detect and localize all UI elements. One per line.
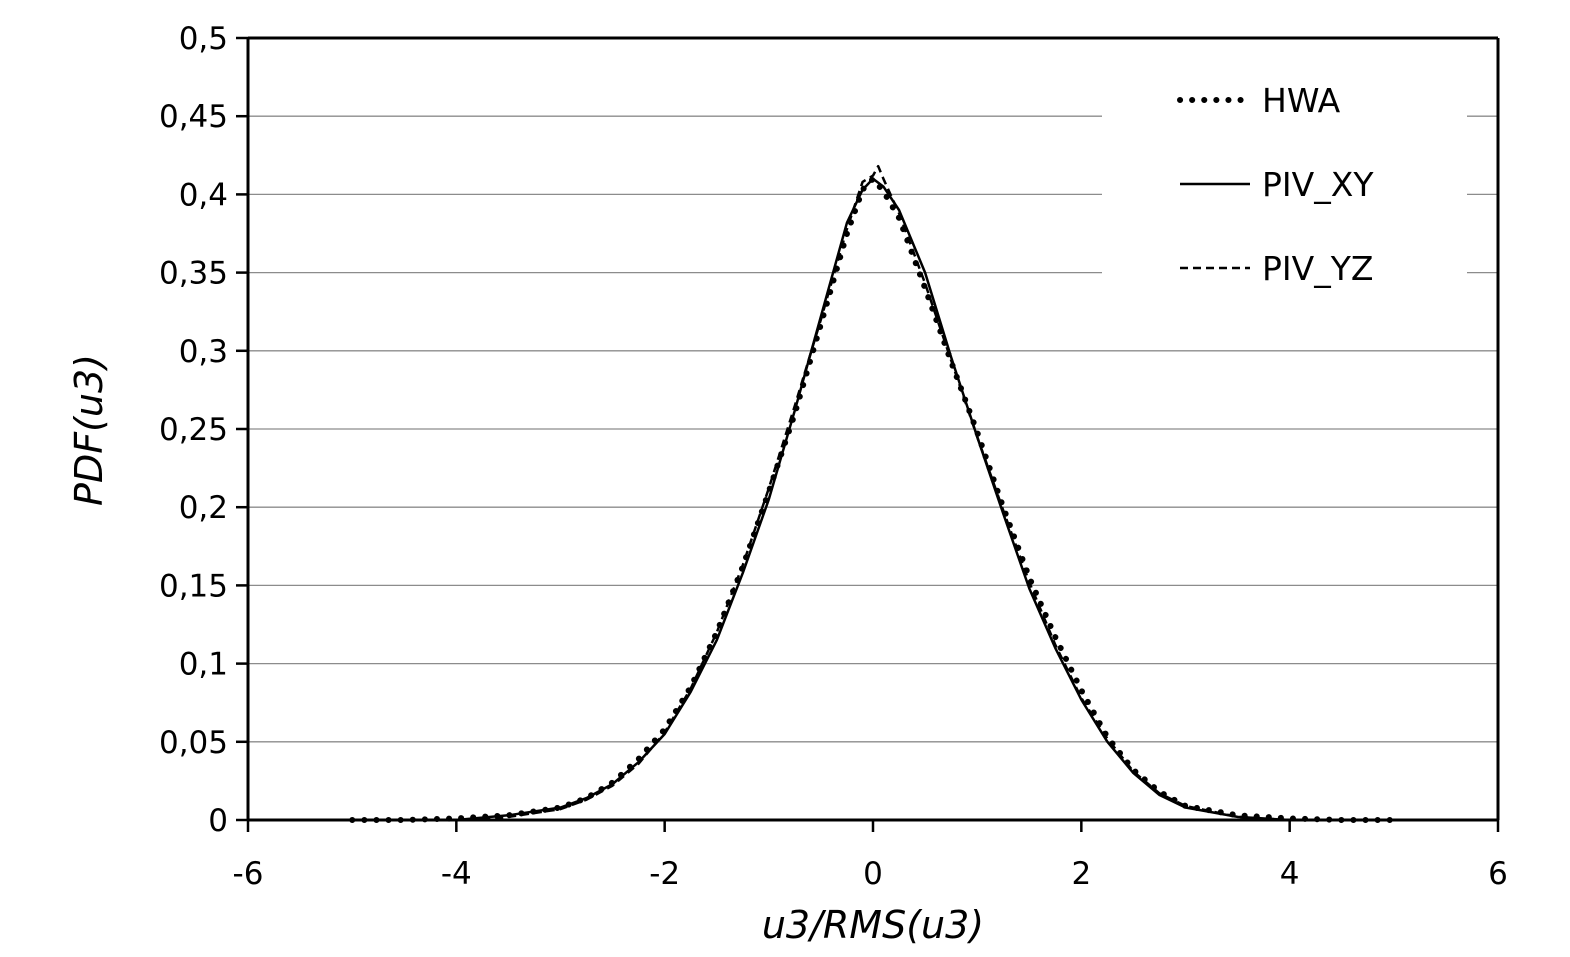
- y-axis-ticks: 0 0,05 0,1 0,15 0,2 0,25 0,3 0,35 0,4 0,45 0,5: [159, 21, 248, 839]
- y-tick-label: 0,2: [179, 490, 228, 526]
- x-tick-label: -4: [441, 856, 472, 892]
- x-tick-label: -6: [233, 856, 264, 892]
- y-tick-label: 0: [208, 803, 228, 839]
- legend: HWA PIV_XY PIV_YZ: [1177, 81, 1374, 288]
- x-axis-ticks: -6 -4 -2 0 2 4 6: [233, 820, 1508, 892]
- x-tick-label: -2: [649, 856, 680, 892]
- series-line-piv-yz: [456, 164, 1290, 822]
- y-tick-label: 0,4: [179, 177, 228, 213]
- legend-background: [1102, 62, 1467, 302]
- legend-label: HWA: [1262, 81, 1341, 120]
- x-tick-label: 4: [1280, 856, 1300, 892]
- legend-label: PIV_XY: [1262, 165, 1374, 204]
- series-layer: [349, 164, 1397, 823]
- y-tick-label: 0,25: [159, 412, 228, 448]
- x-tick-label: 6: [1488, 856, 1508, 892]
- y-tick-label: 0,45: [159, 99, 228, 135]
- y-tick-label: 0,1: [179, 647, 228, 683]
- y-tick-label: 0,15: [159, 568, 228, 604]
- y-tick-label: 0,05: [159, 725, 228, 761]
- y-tick-label: 0,35: [159, 256, 228, 292]
- y-tick-label: 0,5: [179, 21, 228, 57]
- y-axis-title: PDF(u3): [67, 354, 111, 506]
- x-axis-title: u3/RMS(u3): [762, 903, 984, 947]
- y-tick-label: 0,3: [179, 334, 228, 370]
- legend-label: PIV_YZ: [1262, 249, 1373, 288]
- x-tick-label: 0: [863, 856, 883, 892]
- x-tick-label: 2: [1071, 856, 1091, 892]
